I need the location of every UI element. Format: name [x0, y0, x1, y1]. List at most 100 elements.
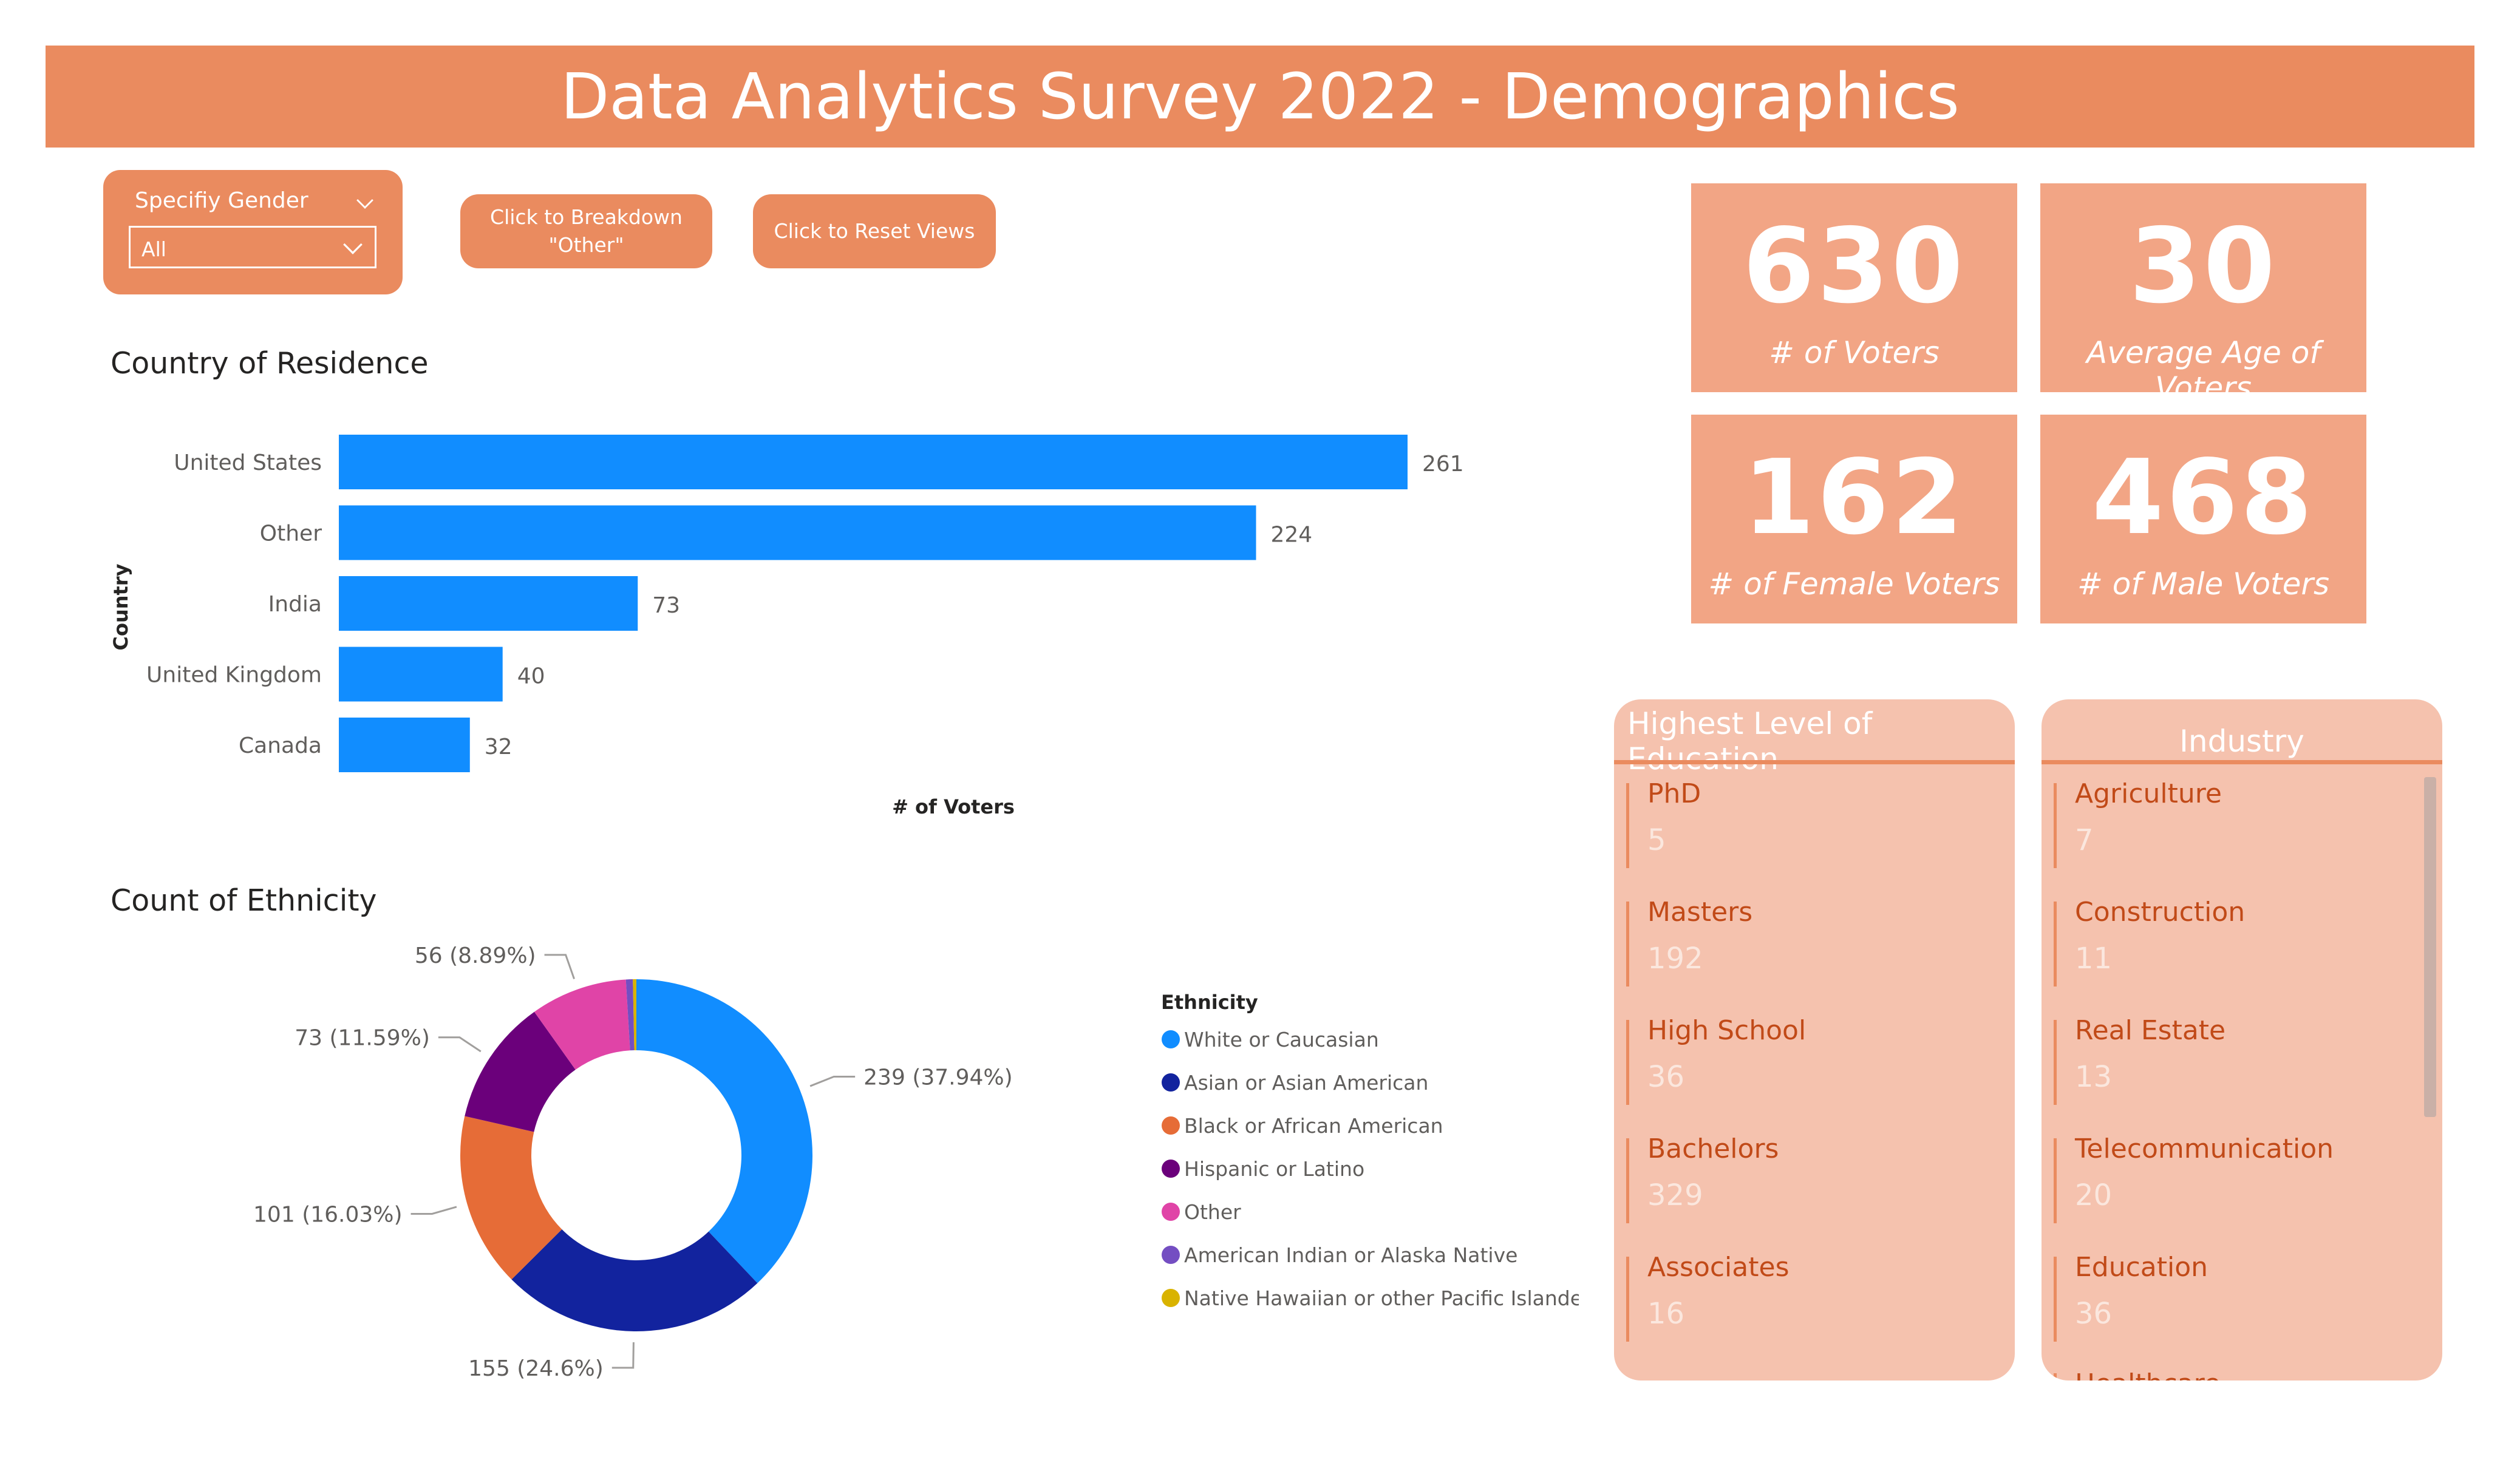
- item-accent-bar: [2054, 783, 2057, 868]
- data-label: 73: [652, 593, 680, 618]
- legend-label[interactable]: Hispanic or Latino: [1184, 1157, 1364, 1181]
- item-name: High School: [1647, 1015, 1807, 1046]
- country-chart-title: Country of Residence: [111, 346, 429, 381]
- bar[interactable]: [339, 435, 1408, 489]
- x-axis-title: # of Voters: [892, 795, 1015, 818]
- y-tick-label: India: [268, 592, 322, 617]
- legend-label[interactable]: Native Hawaiian or other Pacific Islande…: [1184, 1286, 1579, 1310]
- item-value: 36: [2075, 1297, 2113, 1331]
- data-label: 155 (24.6%): [468, 1356, 604, 1381]
- reset-views-button[interactable]: Click to Reset Views: [753, 194, 996, 268]
- ethnicity-donut-chart: 239 (37.94%) 155 (24.6%) 101 (16.03%) 73 (1…: [253, 943, 1579, 1381]
- item-name: Education: [2075, 1252, 2208, 1283]
- kpi-value: 630: [1743, 206, 1966, 327]
- data-label: 73 (11.59%): [295, 1026, 430, 1051]
- data-label: 40: [517, 664, 545, 689]
- industry-card[interactable]: Industry Agriculture 7 Construction 11 R…: [2042, 699, 2442, 1381]
- kpi-label: Average Age of Voters: [2086, 335, 2320, 406]
- gender-dropdown[interactable]: All: [129, 226, 376, 268]
- donut-slice[interactable]: [636, 979, 812, 1283]
- item-value: 20: [2075, 1178, 2113, 1212]
- title-bar: Data Analytics Survey 2022 - Demographic…: [46, 46, 2474, 148]
- item-accent-bar: [1626, 1257, 1629, 1342]
- divider: [2042, 760, 2442, 764]
- y-tick-label: Canada: [239, 733, 322, 758]
- item-accent-bar: [1626, 902, 1629, 987]
- kpi-value: 30: [2129, 206, 2278, 327]
- item-value: 11: [2075, 942, 2113, 976]
- legend-marker[interactable]: [1162, 1289, 1180, 1307]
- data-label: 239 (37.94%): [863, 1065, 1013, 1090]
- item-accent-bar: [2054, 1138, 2057, 1223]
- item-name: Agriculture: [2075, 778, 2222, 809]
- item-name: PhD: [1647, 778, 1701, 809]
- donut-slice[interactable]: [633, 979, 636, 1051]
- legend-marker[interactable]: [1162, 1116, 1180, 1135]
- leader-line: [611, 1342, 635, 1369]
- legend-marker[interactable]: [1162, 1030, 1180, 1048]
- item-value: 7: [2075, 823, 2094, 857]
- y-tick-label: United Kingdom: [146, 663, 322, 688]
- item-name: Telecommunication: [2075, 1133, 2334, 1164]
- card-title: Industry: [2179, 724, 2304, 759]
- breakdown-other-button[interactable]: Click to Breakdown "Other": [460, 194, 712, 268]
- kpi-value: 162: [1743, 438, 1966, 558]
- bar[interactable]: [339, 718, 470, 772]
- bar[interactable]: [339, 647, 503, 702]
- bar[interactable]: [339, 576, 638, 631]
- chevron-down-icon[interactable]: [343, 235, 363, 254]
- data-label: 56 (8.89%): [415, 943, 536, 968]
- legend-label[interactable]: Other: [1184, 1200, 1241, 1224]
- item-value: 13: [2075, 1060, 2113, 1094]
- item-value: 36: [1647, 1060, 1685, 1094]
- donut-slice[interactable]: [534, 979, 630, 1070]
- donut-slice[interactable]: [625, 979, 635, 1051]
- legend-marker[interactable]: [1162, 1160, 1180, 1178]
- bar[interactable]: [339, 505, 1256, 560]
- donut-slice[interactable]: [460, 1116, 562, 1280]
- legend-title: Ethnicity: [1161, 991, 1258, 1014]
- item-name: Healthcare: [2075, 1368, 2221, 1381]
- page-title: Data Analytics Survey 2022 - Demographic…: [560, 59, 1960, 134]
- item-value: 16: [1647, 1297, 1685, 1331]
- donut-slice[interactable]: [511, 1229, 758, 1331]
- scrollbar[interactable]: [2424, 777, 2436, 1117]
- leader-line: [809, 1076, 856, 1087]
- kpi-female-voters: 162 # of Female Voters: [1691, 415, 2017, 623]
- legend-label[interactable]: American Indian or Alaska Native: [1184, 1243, 1517, 1267]
- donut-slice[interactable]: [465, 1011, 576, 1132]
- card-title: Highest Level of Education: [1627, 706, 1873, 776]
- gender-slicer[interactable]: Specifiy Gender All: [103, 170, 403, 294]
- item-name: Bachelors: [1647, 1133, 1779, 1164]
- item-value: 329: [1647, 1178, 1703, 1212]
- kpi-male-voters: 468 # of Male Voters: [2040, 415, 2366, 623]
- item-name: Construction: [2075, 897, 2246, 928]
- y-axis-title: Country: [109, 563, 132, 650]
- legend-marker[interactable]: [1162, 1246, 1180, 1264]
- dropdown-value: All: [141, 237, 166, 261]
- item-accent-bar: [1626, 783, 1629, 868]
- item-accent-bar: [1626, 1138, 1629, 1223]
- y-tick-label: United States: [174, 450, 322, 475]
- legend-marker[interactable]: [1162, 1073, 1180, 1092]
- slicer-label: Specifiy Gender: [135, 188, 308, 213]
- item-name: Masters: [1647, 897, 1753, 928]
- education-card: Highest Level of Education PhD 5 Masters…: [1614, 699, 2015, 1381]
- item-name: Associates: [1647, 1252, 1790, 1283]
- legend-label[interactable]: Asian or Asian American: [1184, 1071, 1428, 1095]
- ethnicity-chart-title: Count of Ethnicity: [111, 883, 377, 918]
- legend-label[interactable]: Black or African American: [1184, 1114, 1443, 1138]
- data-label: 32: [485, 735, 513, 759]
- legend-marker[interactable]: [1162, 1203, 1180, 1221]
- data-label: 101 (16.03%): [253, 1202, 403, 1227]
- chevron-down-icon[interactable]: [356, 192, 373, 209]
- leader-line: [544, 954, 575, 980]
- item-value: 5: [1647, 823, 1666, 857]
- kpi-label: # of Female Voters: [1708, 566, 2000, 602]
- kpi-average-age: 30 Average Age of Voters: [2040, 183, 2366, 406]
- y-tick-label: Other: [260, 521, 322, 546]
- legend-label[interactable]: White or Caucasian: [1184, 1028, 1379, 1051]
- country-bar-chart: United States 261 Other 224 India 73 United Ki…: [109, 435, 1464, 818]
- kpi-label: # of Voters: [1769, 335, 1939, 370]
- divider: [1614, 760, 2015, 764]
